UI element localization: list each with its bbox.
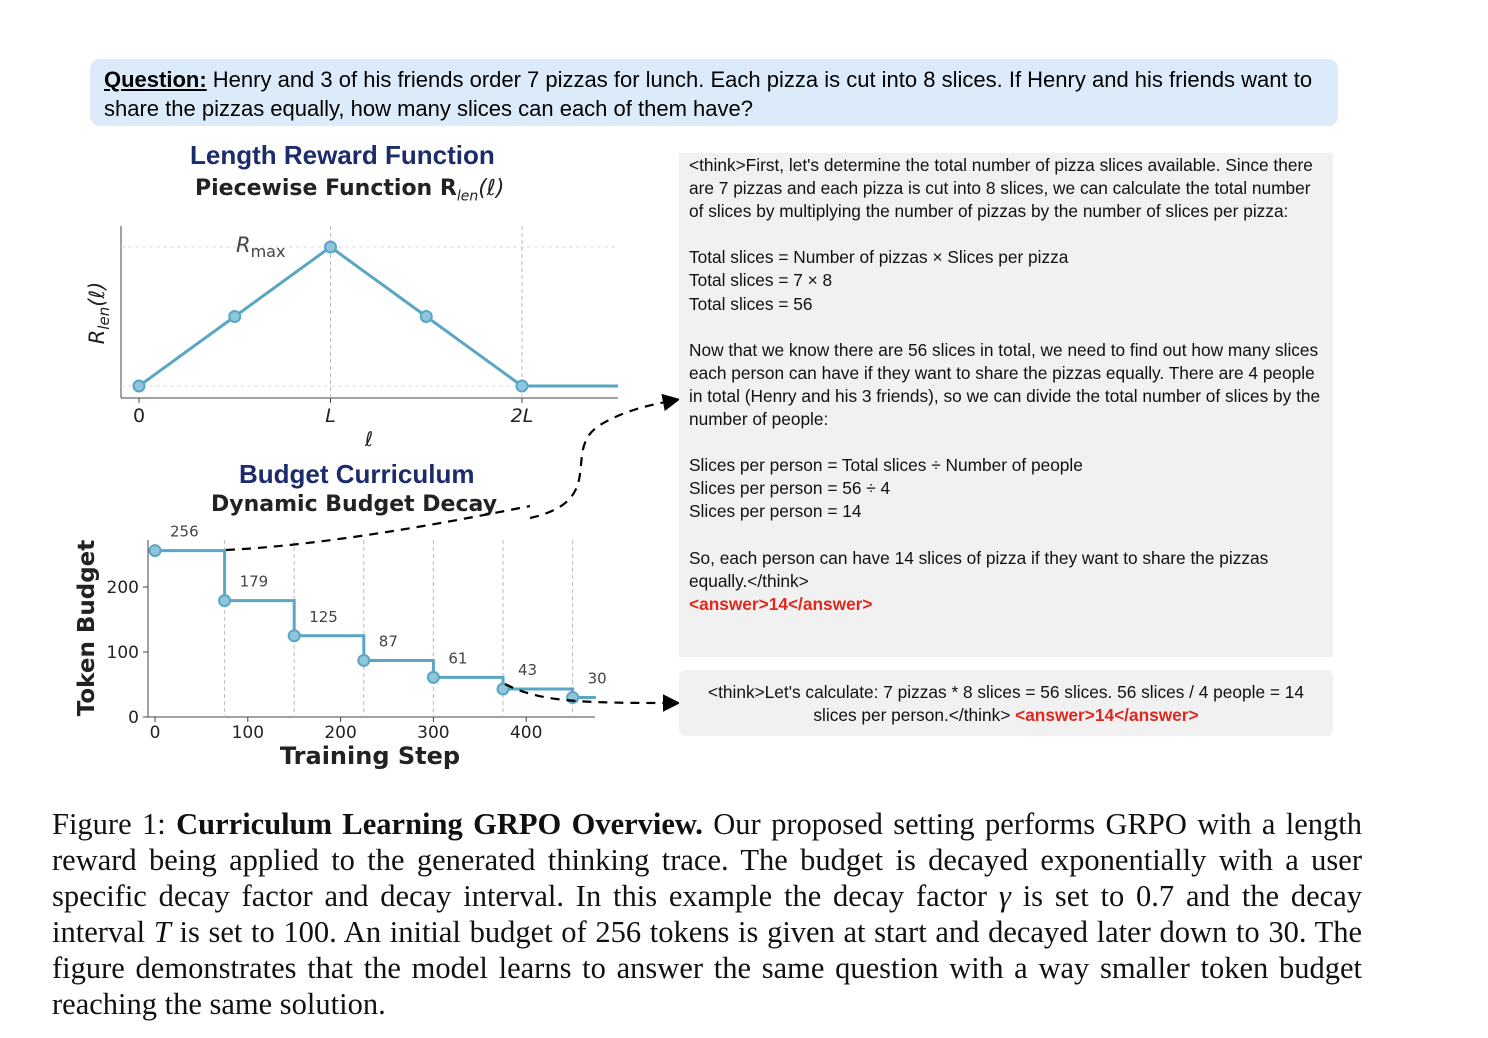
- budget-curriculum-subtitle: Dynamic Budget Decay: [211, 492, 498, 517]
- budget-point: [218, 594, 232, 608]
- token-budget-chart: 0 100 200 0 100 200 300 400 256 179 125 87 61 43 30 Tra…: [74, 523, 607, 770]
- y-axis-label: Rlen(ℓ): [85, 282, 113, 345]
- budget-point: [426, 670, 440, 684]
- x-tick-label: 400: [510, 723, 542, 743]
- dashed-connector-long: [529, 393, 681, 520]
- question-text: Henry and 3 of his friends order 7 pizza…: [104, 67, 1313, 121]
- budget-value-label: 125: [309, 608, 338, 626]
- question-box: Question: Henry and 3 of his friends ord…: [90, 59, 1338, 126]
- budget-point: [148, 544, 162, 558]
- length-reward-chart: 0 L 2L Rmax ℓ Rlen(ℓ): [85, 226, 618, 451]
- x-axis-label: Training Step: [280, 742, 460, 770]
- x-tick-label: 0: [150, 723, 161, 743]
- budget-point: [357, 653, 371, 667]
- x-tick-label: 2L: [511, 405, 534, 427]
- y-tick-label: 100: [107, 643, 139, 663]
- dashed-connector-budget: [225, 504, 531, 552]
- budget-point: [287, 629, 301, 643]
- y-axis-label: Token Budget: [74, 540, 100, 717]
- budget-value-label: 87: [379, 632, 398, 650]
- figure-caption: Figure 1: Curriculum Learning GRPO Overv…: [52, 807, 1363, 1021]
- x-axis-label: ℓ: [364, 427, 373, 451]
- x-tick-label: 200: [324, 723, 356, 743]
- budget-value-label: 179: [240, 573, 269, 591]
- reward-point: [324, 240, 337, 254]
- long-trace-answer: <answer>14</answer>: [689, 593, 873, 614]
- short-trace-text: <think>Let's calculate: 7 pizzas * 8 sli…: [707, 682, 1304, 725]
- budget-value-label: 61: [448, 649, 467, 667]
- budget-curriculum-title: Budget Curriculum: [239, 459, 475, 489]
- reward-point: [132, 379, 146, 393]
- x-tick-label: 0: [133, 405, 145, 427]
- long-thinking-trace: <think>First, let's determine the total …: [679, 153, 1333, 657]
- length-reward-subtitle: Piecewise Function Rlen(ℓ): [195, 176, 505, 205]
- reward-point: [419, 310, 433, 323]
- x-tick-label: 300: [417, 723, 449, 743]
- y-tick-label: 0: [128, 708, 139, 728]
- caption-bold: Curriculum Learning GRPO Overview.: [176, 807, 703, 841]
- y-tick-label: 200: [107, 578, 139, 598]
- reward-point: [228, 310, 242, 323]
- short-thinking-trace: <think>Let's calculate: 7 pizzas * 8 sli…: [679, 670, 1333, 736]
- question-label: Question:: [104, 67, 207, 92]
- caption-prefix: Figure 1:: [52, 807, 177, 841]
- budget-value-label: 256: [170, 523, 199, 541]
- short-trace-answer: <answer>14</answer>: [1015, 705, 1199, 725]
- reward-curve: [138, 245, 523, 388]
- budget-point: [496, 682, 510, 696]
- budget-value-label: 43: [518, 661, 537, 679]
- dashed-connector-short: [504, 683, 681, 712]
- reward-point: [515, 379, 529, 393]
- length-reward-title: Length Reward Function: [190, 140, 495, 170]
- x-tick-label: L: [325, 405, 336, 427]
- rmax-annotation: Rmax: [236, 233, 285, 261]
- long-trace-text: <think>First, let's determine the total …: [689, 155, 1321, 591]
- budget-step-line: [155, 549, 596, 699]
- budget-value-label: 30: [588, 670, 607, 688]
- x-tick-label: 100: [232, 723, 264, 743]
